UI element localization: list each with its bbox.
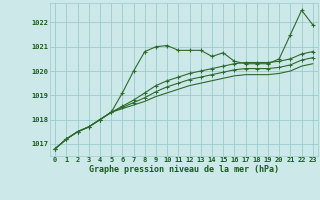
X-axis label: Graphe pression niveau de la mer (hPa): Graphe pression niveau de la mer (hPa)	[89, 165, 279, 174]
